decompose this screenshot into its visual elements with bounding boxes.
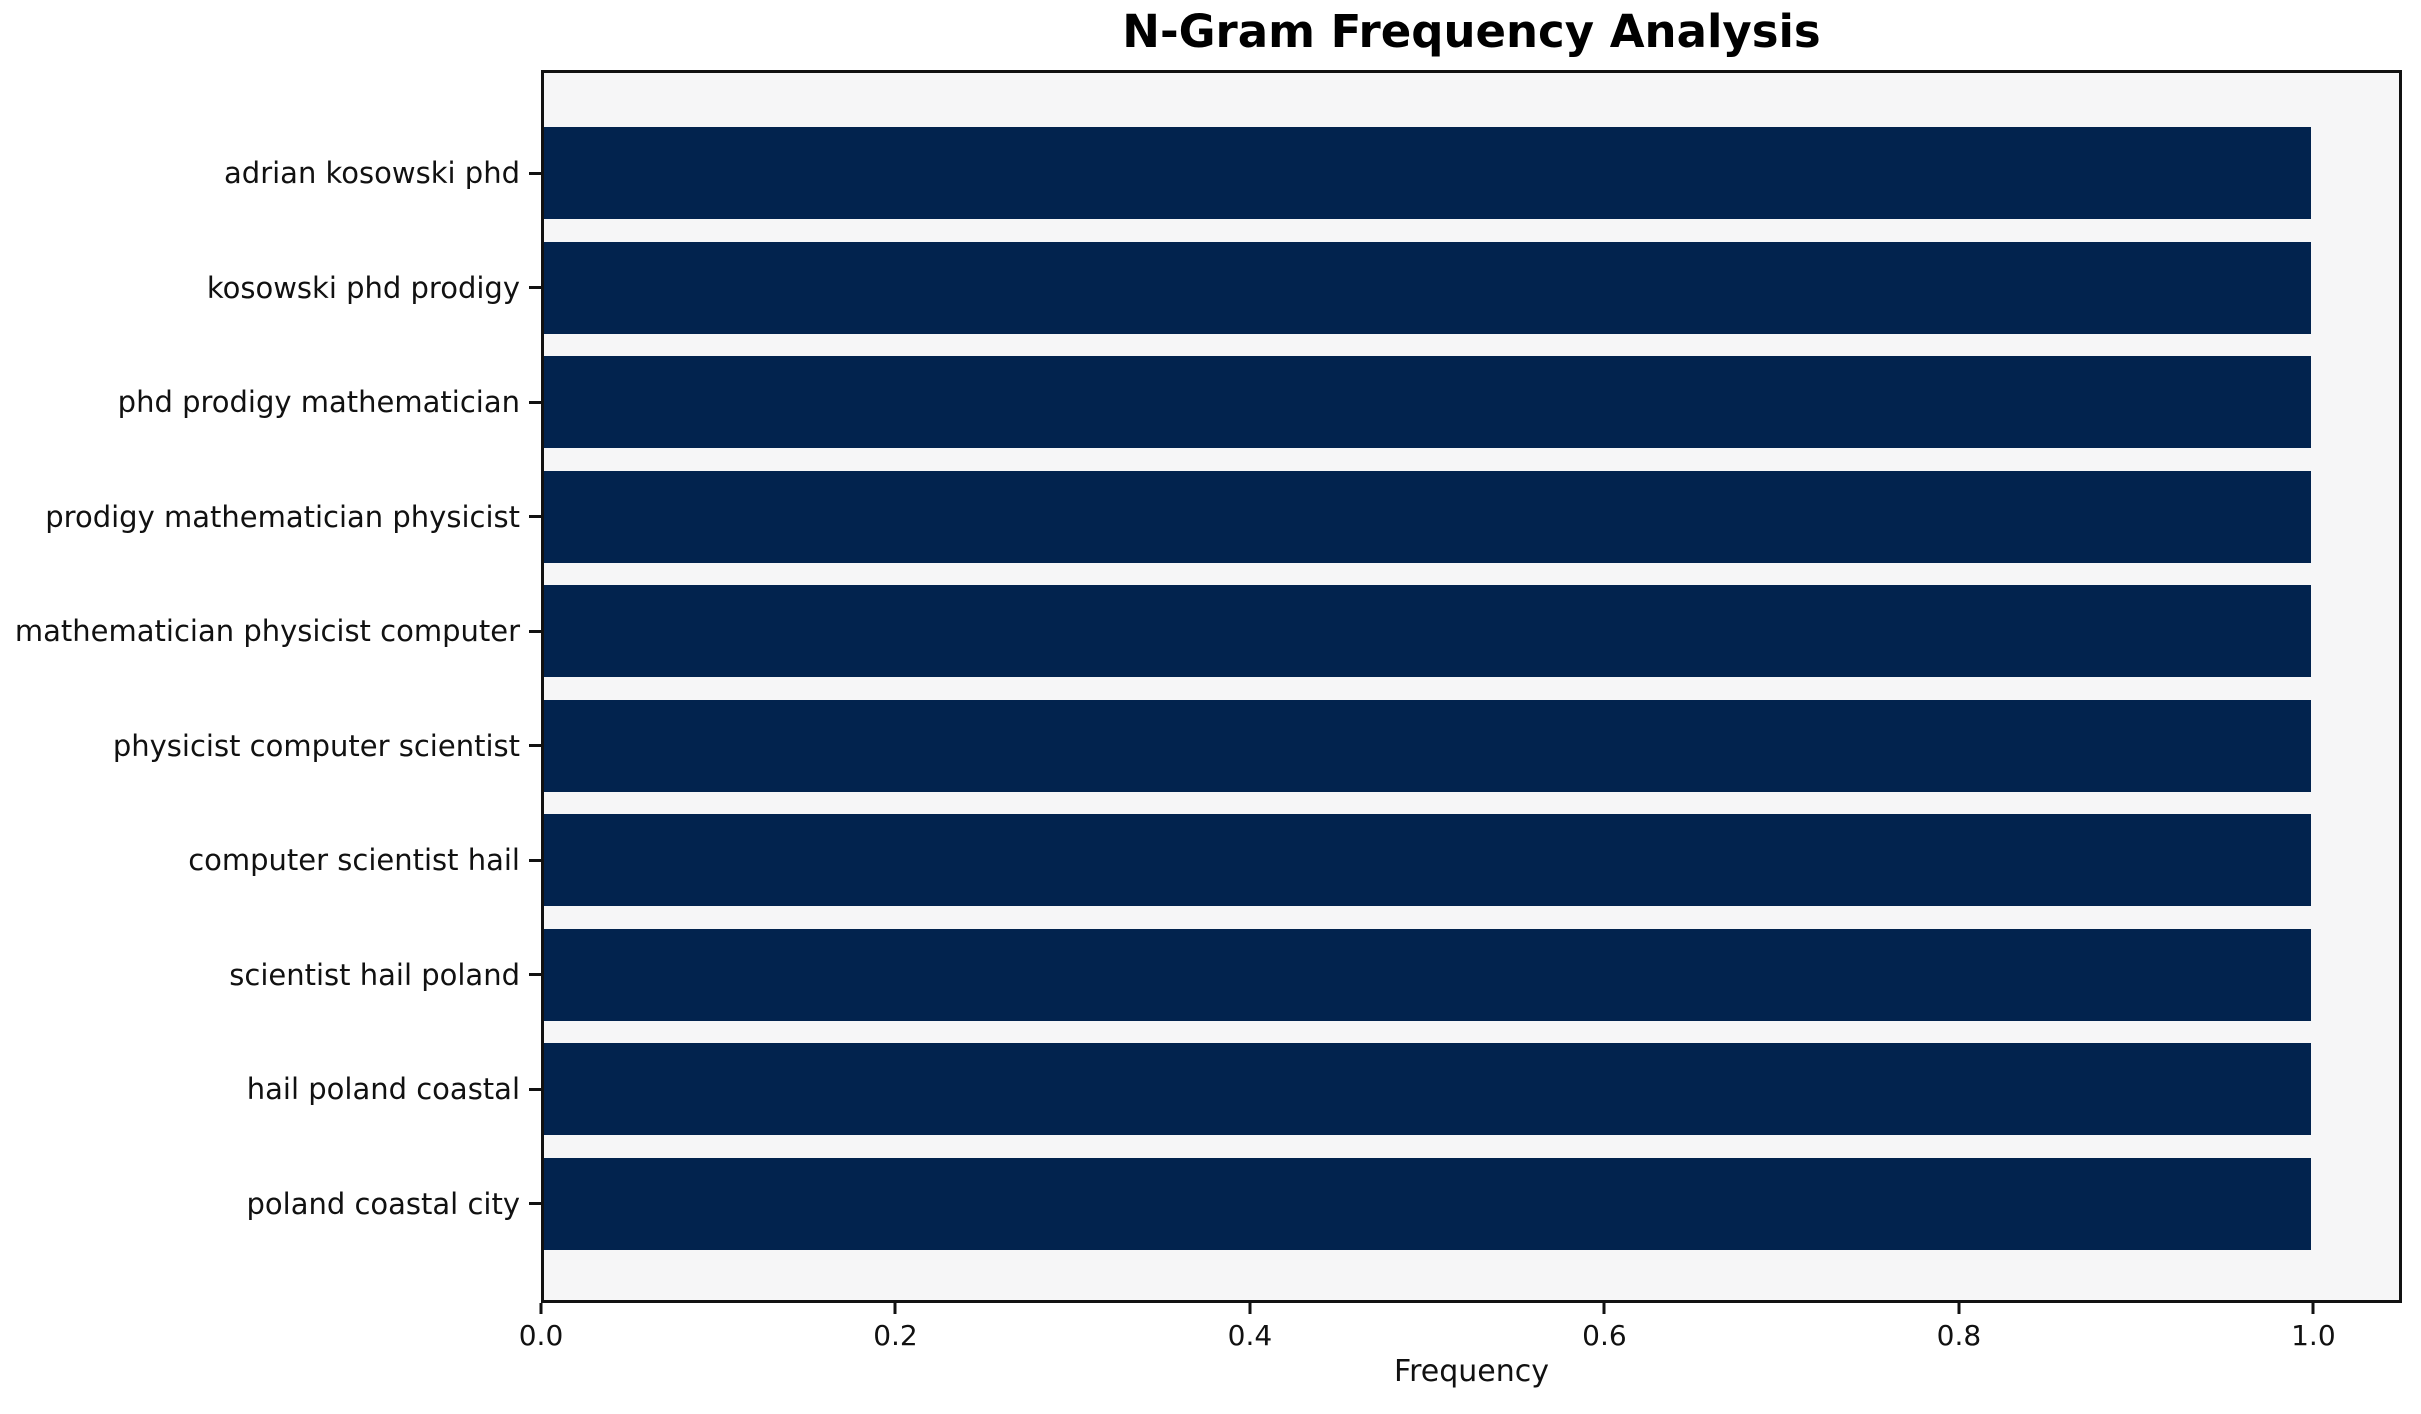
y-tick-label: scientist hail poland <box>229 957 520 992</box>
y-tick-row: mathematician physicist computer <box>0 585 541 677</box>
x-tick-mark <box>2311 1303 2315 1314</box>
x-tick-label: 0.0 <box>518 1319 564 1352</box>
y-tick-label: adrian kosowski phd <box>224 156 520 190</box>
bar-9 <box>544 1157 2311 1250</box>
chart-title: N-Gram Frequency Analysis <box>1122 5 1821 58</box>
x-axis: 0.0 0.2 0.4 0.6 0.8 1.0 <box>519 1303 2402 1363</box>
y-tick-label: physicist computer scientist <box>112 728 520 763</box>
bar-row <box>544 814 2399 907</box>
y-tick-label: hail poland coastal <box>246 1072 520 1107</box>
x-tick-label: 1.0 <box>2291 1319 2336 1352</box>
y-tick-mark <box>529 1202 541 1206</box>
y-tick-row: kosowski phd prodigy <box>0 242 541 334</box>
y-tick-row: scientist hail poland <box>0 929 541 1021</box>
bars-container <box>544 73 2399 1300</box>
bar-5 <box>544 699 2311 792</box>
y-tick-mark <box>529 1087 541 1091</box>
y-tick-row: physicist computer scientist <box>0 700 541 792</box>
y-tick-row: prodigy mathematician physicist <box>0 471 541 563</box>
y-tick-row: hail poland coastal <box>0 1043 541 1135</box>
bar-7 <box>544 928 2311 1021</box>
x-tick-mark <box>1248 1303 1252 1314</box>
y-tick-label: prodigy mathematician physicist <box>45 499 520 534</box>
x-tick-mark <box>1957 1303 1961 1314</box>
y-axis-labels: adrian kosowski phd kosowski phd prodigy p… <box>0 70 541 1303</box>
x-tick-label: 0.2 <box>873 1319 918 1352</box>
y-tick-mark <box>529 973 541 977</box>
plot-area <box>541 70 2402 1303</box>
bar-row <box>544 1157 2399 1250</box>
bar-row <box>544 241 2399 334</box>
bar-row <box>544 470 2399 563</box>
y-tick-label: kosowski phd prodigy <box>206 270 520 305</box>
y-tick-mark <box>529 171 541 175</box>
y-tick-row: adrian kosowski phd <box>0 127 541 219</box>
x-axis-title: Frequency <box>1394 1354 1549 1389</box>
x-tick-mark <box>539 1303 543 1314</box>
x-tick-label: 0.6 <box>1582 1319 1627 1352</box>
y-tick-mark <box>529 629 541 633</box>
x-tick-label: 0.8 <box>1936 1319 1982 1352</box>
bar-row <box>544 928 2399 1021</box>
bar-0 <box>544 127 2311 219</box>
y-tick-label: computer scientist hail <box>188 843 520 878</box>
bar-3 <box>544 470 2311 563</box>
y-tick-row: phd prodigy mathematician <box>0 356 541 448</box>
y-tick-mark <box>529 515 541 519</box>
y-tick-row: poland coastal city <box>0 1158 541 1250</box>
bar-row <box>544 585 2399 678</box>
bar-4 <box>544 585 2311 678</box>
y-tick-row: computer scientist hail <box>0 814 541 906</box>
y-tick-label: mathematician physicist computer <box>14 614 520 649</box>
bar-2 <box>544 356 2311 449</box>
bar-row <box>544 356 2399 449</box>
bar-8 <box>544 1043 2311 1136</box>
y-tick-mark <box>529 858 541 862</box>
y-tick-label: poland coastal city <box>246 1186 520 1221</box>
y-tick-mark <box>529 286 541 290</box>
bar-row <box>544 127 2399 219</box>
bar-1 <box>544 241 2311 334</box>
bar-row <box>544 1043 2399 1136</box>
x-tick-mark <box>1602 1303 1606 1314</box>
bar-row <box>544 699 2399 792</box>
y-tick-mark <box>529 400 541 404</box>
y-tick-label: phd prodigy mathematician <box>117 385 520 420</box>
bar-6 <box>544 814 2311 907</box>
x-tick-mark <box>893 1303 897 1314</box>
x-tick-label: 0.4 <box>1227 1319 1273 1352</box>
y-tick-mark <box>529 744 541 748</box>
